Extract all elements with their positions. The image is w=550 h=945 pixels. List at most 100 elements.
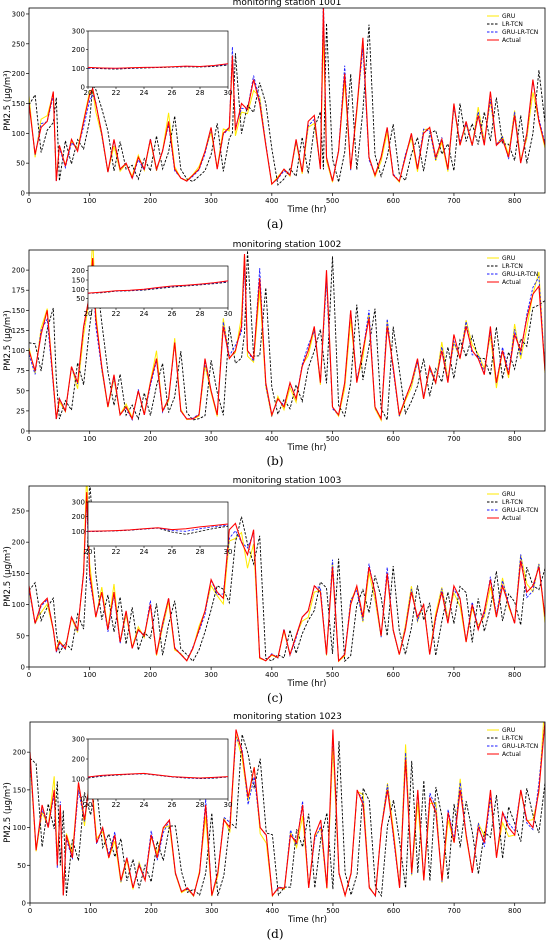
y-tick-label: 50 [16, 632, 25, 640]
legend-entry: GRU [502, 727, 515, 734]
inset-x-tick-label: 26 [168, 89, 177, 97]
inset-x-tick-label: 22 [112, 89, 121, 97]
x-tick-label: 600 [387, 435, 400, 443]
inset-frame [87, 501, 229, 547]
legend-entry: LR-TCN [502, 499, 523, 506]
y-tick-label: 0 [21, 664, 25, 672]
inset-x-tick-label: 20 [84, 310, 93, 318]
x-tick-label: 200 [144, 435, 157, 443]
plot-frame [29, 721, 546, 904]
inset-y-tick-label: 300 [72, 499, 85, 507]
y-axis-label: PM2.5 (μg/m³) [3, 310, 13, 371]
y-tick-label: 100 [12, 601, 25, 609]
x-tick-label: 700 [447, 907, 460, 915]
inset-y-tick-label: 50 [76, 295, 85, 303]
x-tick-label: 800 [508, 435, 521, 443]
plot-frame [28, 7, 546, 194]
x-tick-label: 0 [28, 907, 32, 915]
legend-entry: GRU-LR-TCN [502, 271, 538, 278]
legend-entry: Actual [502, 515, 521, 522]
inset-x-tick-label: 28 [196, 89, 205, 97]
inset-y-tick-label: 300 [72, 736, 85, 744]
series-lr-tcn-line [29, 23, 545, 186]
x-tick-label: 800 [508, 671, 521, 679]
series-lr-tcn-line [29, 486, 545, 663]
inset-x-tick-label: 30 [224, 801, 233, 809]
legend-entry: Actual [502, 279, 521, 286]
y-tick-label: 200 [13, 749, 26, 757]
y-tick-label: 150 [12, 570, 25, 578]
series-group [29, 250, 545, 423]
x-tick-label: 300 [204, 435, 217, 443]
x-tick-label: 100 [83, 671, 96, 679]
inset-x-tick-label: 28 [196, 548, 205, 556]
legend-entry: LR-TCN [502, 735, 523, 742]
inset-actual-line [87, 280, 229, 294]
inset-frame [87, 30, 229, 88]
x-axis-label: Time (hr) [287, 915, 327, 925]
x-tick-label: 0 [27, 197, 31, 205]
x-axis-label: Time (hr) [286, 679, 326, 689]
x-tick-label: 400 [265, 435, 278, 443]
inset-actual-line [87, 63, 229, 69]
inset-chart: 20 22 24 26 28 30 100 200 300 [72, 499, 233, 557]
y-tick-label: 200 [12, 267, 25, 275]
inset-actual-line [87, 772, 229, 779]
y-tick-label: 125 [12, 327, 25, 335]
x-tick-label: 400 [265, 671, 278, 679]
y-tick-label: 250 [12, 40, 25, 48]
inset-y-tick-label: 0 [81, 796, 85, 804]
y-tick-label: 250 [12, 507, 25, 515]
y-tick-label: 100 [12, 130, 25, 138]
x-tick-label: 200 [144, 907, 157, 915]
x-tick-label: 400 [266, 907, 279, 915]
inset-y-tick-label: 200 [72, 513, 85, 521]
panel-label: (a) [267, 217, 284, 231]
inset-x-tick-label: 20 [84, 801, 93, 809]
inset-y-tick-label: 100 [72, 65, 85, 73]
x-tick-label: 100 [84, 907, 97, 915]
plot-frame [28, 249, 546, 432]
legend-entry: GRU [502, 491, 515, 498]
legend-entry: GRU [502, 255, 515, 262]
x-tick-label: 100 [83, 197, 96, 205]
inset-x-tick-label: 20 [84, 89, 93, 97]
inset-x-tick-label: 22 [112, 310, 121, 318]
y-tick-label: 150 [12, 307, 25, 315]
x-tick-label: 700 [447, 671, 460, 679]
inset-x-tick-label: 28 [196, 310, 205, 318]
x-tick-label: 500 [326, 907, 339, 915]
panel-label: (b) [266, 454, 283, 468]
y-tick-label: 50 [16, 387, 25, 395]
x-tick-label: 200 [144, 197, 157, 205]
inset-x-tick-label: 24 [140, 310, 149, 318]
series-group [30, 722, 545, 898]
x-tick-label: 700 [447, 435, 460, 443]
series-group [29, 486, 545, 663]
series-actual-line [30, 722, 545, 898]
x-tick-label: 500 [326, 671, 339, 679]
inset-y-tick-label: 100 [72, 776, 85, 784]
x-tick-label: 800 [508, 907, 521, 915]
series-group [29, 8, 545, 186]
plot-frame [28, 485, 546, 668]
inset-x-tick-label: 26 [168, 548, 177, 556]
x-tick-label: 800 [508, 197, 521, 205]
inset-x-tick-label: 28 [196, 801, 205, 809]
y-tick-label: 200 [12, 539, 25, 547]
inset-x-tick-label: 24 [140, 801, 149, 809]
chart-title: monitoring station 1003 [233, 476, 342, 486]
x-tick-label: 300 [204, 671, 217, 679]
panel-label: (c) [267, 691, 283, 705]
x-tick-label: 400 [265, 197, 278, 205]
